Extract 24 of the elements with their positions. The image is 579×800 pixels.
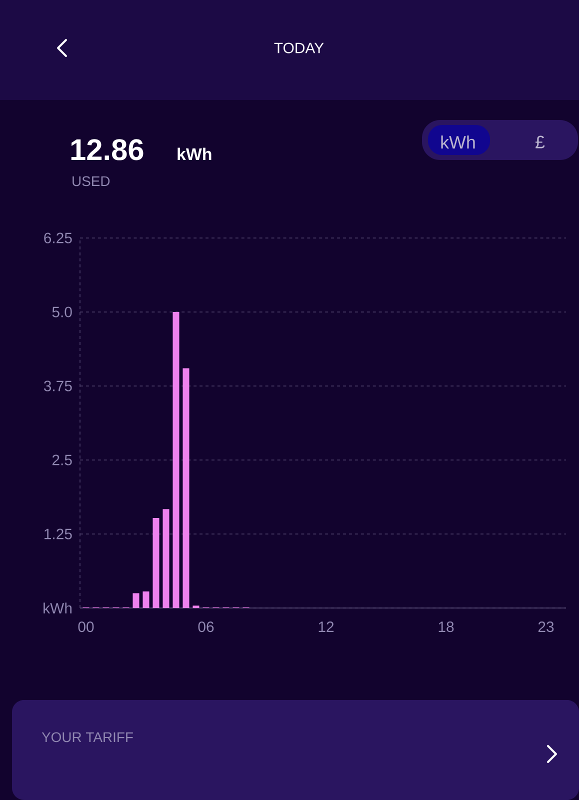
bar xyxy=(162,509,170,608)
y-tick-label: 3.75 xyxy=(44,380,72,392)
bar xyxy=(182,368,190,608)
x-tick-label: 18 xyxy=(438,622,454,632)
text: USED xyxy=(72,176,110,186)
x-tick-label: 00 xyxy=(78,622,94,632)
x-tick-label: 06 xyxy=(198,622,214,632)
x-tick-label: 12 xyxy=(318,622,334,632)
bar xyxy=(152,518,160,608)
chart-title: TODAY xyxy=(274,42,324,54)
text: kWh xyxy=(178,148,212,160)
text: kWh xyxy=(441,135,475,148)
y-tick-label: 2.5 xyxy=(52,454,72,466)
y-tick-label: kWh xyxy=(44,602,72,614)
text: YOUR TARIFF xyxy=(42,732,133,742)
x-tick-label: 23 xyxy=(538,622,554,632)
bar xyxy=(132,593,140,608)
bar xyxy=(172,312,180,608)
text: 12.86 xyxy=(71,139,144,160)
y-tick-label: 6.25 xyxy=(44,232,72,244)
bar xyxy=(142,591,150,608)
text: £ xyxy=(536,136,545,148)
y-tick-label: 5.0 xyxy=(52,306,72,318)
y-tick-label: 1.25 xyxy=(44,528,72,540)
